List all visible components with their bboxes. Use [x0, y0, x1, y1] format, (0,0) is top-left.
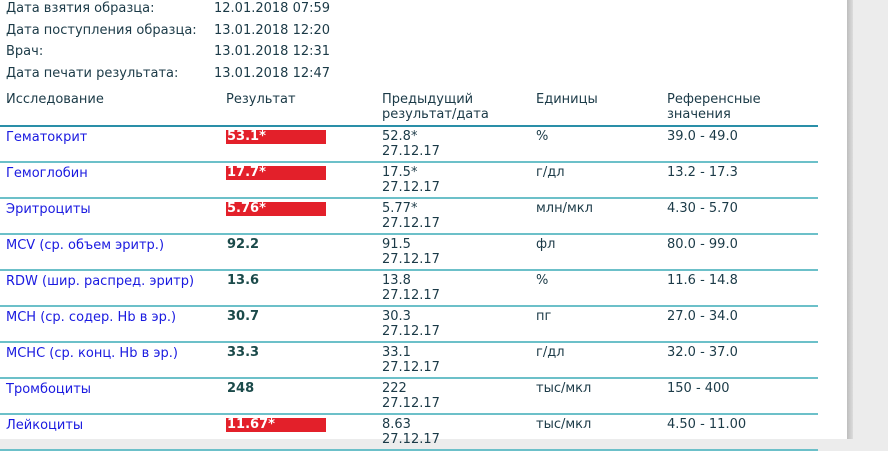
result-value: 53.1*	[226, 130, 326, 144]
reference-range: 27.0 - 34.0	[667, 309, 738, 324]
meta-value: 13.01.2018 12:31	[214, 44, 331, 59]
result-value: 33.3	[227, 345, 260, 360]
previous-value: 222	[382, 381, 407, 396]
previous-result: 17.5* 27.12.17	[382, 165, 440, 195]
test-name-link[interactable]: Гематокрит	[6, 130, 88, 145]
header-prev: Предыдущий результат/дата	[382, 92, 489, 122]
previous-value: 5.77*	[382, 201, 418, 216]
meta-label: Дата печати результата:	[6, 65, 179, 81]
header-ref: Референсные значения	[667, 92, 761, 122]
previous-result: 13.8 27.12.17	[382, 273, 440, 303]
header-ref-line1: Референсные	[667, 92, 761, 107]
reference-range: 150 - 400	[667, 381, 730, 396]
previous-value: 33.1	[382, 345, 411, 360]
reference-range: 4.50 - 11.00	[667, 417, 747, 432]
units: фл	[536, 237, 556, 252]
units: тыс/мкл	[536, 381, 592, 396]
table-row: Гематокрит 53.1* 52.8* 27.12.17 % 39.0 - …	[0, 127, 818, 163]
result-value: 30.7	[227, 309, 260, 324]
previous-date: 27.12.17	[382, 252, 440, 267]
previous-date: 27.12.17	[382, 396, 440, 411]
table-row: Тромбоциты 248 222 27.12.17 тыс/мкл 150 -…	[0, 379, 818, 415]
previous-result: 222 27.12.17	[382, 381, 440, 411]
previous-date: 27.12.17	[382, 432, 440, 447]
reference-range: 39.0 - 49.0	[667, 129, 738, 144]
units: %	[536, 129, 549, 144]
meta-value: 13.01.2018 12:20	[214, 22, 331, 38]
result-value: 248	[227, 381, 255, 396]
previous-result: 8.63 27.12.17	[382, 417, 440, 447]
meta-label: Дата поступления образца:	[6, 22, 197, 38]
reference-range: 13.2 - 17.3	[667, 165, 738, 180]
units: г/дл	[536, 165, 565, 180]
test-name-link[interactable]: Гемоглобин	[6, 166, 88, 181]
result-value: 5.76*	[226, 202, 326, 216]
result-value: 11.67*	[226, 418, 326, 432]
header-prev-line1: Предыдущий	[382, 92, 474, 107]
table-row: Гемоглобин 17.7* 17.5* 27.12.17 г/дл 13.2…	[0, 163, 818, 199]
units: %	[536, 273, 549, 288]
header-result: Результат	[226, 92, 296, 107]
previous-result: 30.3 27.12.17	[382, 309, 440, 339]
previous-value: 8.63	[382, 417, 411, 432]
previous-value: 52.8*	[382, 129, 418, 144]
reference-range: 80.0 - 99.0	[667, 237, 738, 252]
table-row: MCV (ср. объем эритр.) 92.2 91.5 27.12.17…	[0, 235, 818, 271]
reference-range: 4.30 - 5.70	[667, 201, 738, 216]
table-header: Исследование Результат Предыдущий результ…	[0, 92, 818, 127]
previous-date: 27.12.17	[382, 216, 440, 231]
table-row: Лейкоциты 11.67* 8.63 27.12.17 тыс/мкл 4.…	[0, 415, 818, 451]
test-name-link[interactable]: MCH (ср. содер. Hb в эр.)	[6, 310, 177, 325]
previous-date: 27.12.17	[382, 324, 440, 339]
test-name-link[interactable]: Тромбоциты	[6, 382, 92, 397]
test-name-link[interactable]: MCV (ср. объем эритр.)	[6, 238, 165, 253]
previous-date: 27.12.17	[382, 180, 440, 195]
header-units: Единицы	[536, 92, 598, 107]
previous-value: 91.5	[382, 237, 411, 252]
result-value: 92.2	[227, 237, 260, 252]
table-row: RDW (шир. распред. эритр) 13.6 13.8 27.12…	[0, 271, 818, 307]
previous-date: 27.12.17	[382, 288, 440, 303]
previous-date: 27.12.17	[382, 144, 440, 159]
report-page: Дата взятия образца: 12.01.2018 07:59 Да…	[0, 0, 847, 451]
test-name-link[interactable]: RDW (шир. распред. эритр)	[6, 274, 195, 289]
previous-value: 13.8	[382, 273, 411, 288]
header-ref-line2: значения	[667, 107, 731, 122]
reference-range: 32.0 - 37.0	[667, 345, 738, 360]
units: пг	[536, 309, 552, 324]
previous-value: 17.5*	[382, 165, 418, 180]
meta-label: Врач:	[6, 44, 44, 59]
header-test: Исследование	[6, 92, 104, 107]
previous-result: 5.77* 27.12.17	[382, 201, 440, 231]
table-row: Эритроциты 5.76* 5.77* 27.12.17 млн/мкл 4…	[0, 199, 818, 235]
header-prev-line2: результат/дата	[382, 107, 489, 122]
previous-date: 27.12.17	[382, 360, 440, 375]
reference-range: 11.6 - 14.8	[667, 273, 738, 288]
result-value: 17.7*	[226, 166, 326, 180]
test-name-link[interactable]: MCHC (ср. конц. Hb в эр.)	[6, 346, 178, 361]
meta-value: 13.01.2018 12:47	[214, 65, 331, 81]
previous-result: 33.1 27.12.17	[382, 345, 440, 375]
result-value: 13.6	[227, 273, 260, 288]
test-name-link[interactable]: Лейкоциты	[6, 418, 84, 433]
previous-result: 52.8* 27.12.17	[382, 129, 440, 159]
units: г/дл	[536, 345, 565, 360]
meta-value: 12.01.2018 07:59	[214, 1, 331, 16]
units: тыс/мкл	[536, 417, 592, 432]
previous-value: 30.3	[382, 309, 411, 324]
meta-label: Дата взятия образца:	[6, 1, 155, 16]
units: млн/мкл	[536, 201, 593, 216]
test-name-link[interactable]: Эритроциты	[6, 202, 91, 217]
table-row: MCH (ср. содер. Hb в эр.) 30.7 30.3 27.12…	[0, 307, 818, 343]
table-row: MCHC (ср. конц. Hb в эр.) 33.3 33.1 27.12…	[0, 343, 818, 379]
previous-result: 91.5 27.12.17	[382, 237, 440, 267]
page-shadow	[847, 0, 853, 439]
